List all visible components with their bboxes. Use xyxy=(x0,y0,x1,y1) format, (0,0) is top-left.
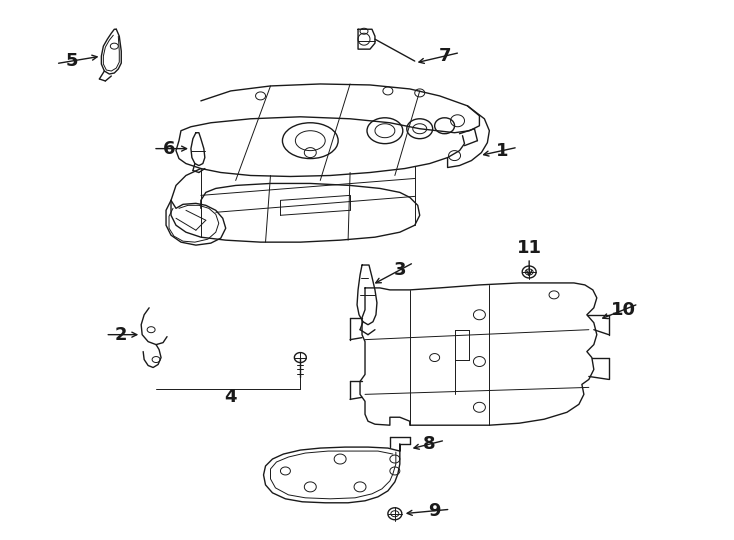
Text: 8: 8 xyxy=(424,435,436,453)
Text: 10: 10 xyxy=(611,301,636,319)
Text: 9: 9 xyxy=(429,502,441,520)
Text: 7: 7 xyxy=(438,47,451,65)
Text: 5: 5 xyxy=(65,52,78,70)
Text: 3: 3 xyxy=(393,261,406,279)
Text: 4: 4 xyxy=(225,388,237,406)
Text: 6: 6 xyxy=(163,140,175,158)
Text: 1: 1 xyxy=(496,141,509,160)
Text: 11: 11 xyxy=(517,239,542,257)
Text: 2: 2 xyxy=(115,326,128,343)
